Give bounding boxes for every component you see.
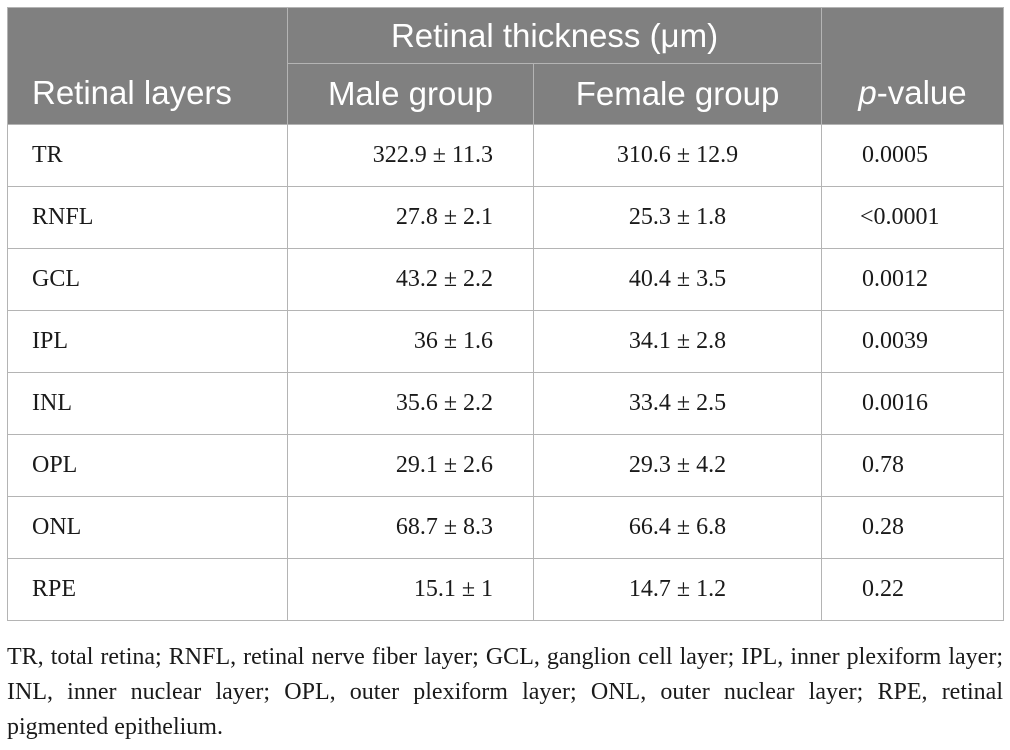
cell-layer: OPL bbox=[7, 434, 288, 497]
table-footnote: TR, total retina; RNFL, retinal nerve fi… bbox=[7, 644, 1003, 740]
cell-p-value: 0.28 bbox=[821, 496, 1005, 559]
header-retinal-layers: Retinal layers bbox=[7, 7, 288, 125]
cell-male: 29.1 ± 2.6 bbox=[287, 434, 534, 497]
cell-male: 36 ± 1.6 bbox=[287, 310, 534, 373]
table-row: GCL 43.2 ± 2.2 40.4 ± 3.5 0.0012 bbox=[7, 248, 1005, 311]
cell-male: 15.1 ± 1 bbox=[287, 558, 534, 621]
table-row: RNFL 27.8 ± 2.1 25.3 ± 1.8 <0.0001 bbox=[7, 186, 1005, 249]
table-row: IPL 36 ± 1.6 34.1 ± 2.8 0.0039 bbox=[7, 310, 1005, 373]
cell-female: 66.4 ± 6.8 bbox=[532, 496, 823, 559]
retinal-thickness-table-container: Retinal layers Retinal thickness (μm) p-… bbox=[7, 7, 1005, 621]
cell-p-value: 0.0039 bbox=[821, 310, 1005, 373]
cell-female: 25.3 ± 1.8 bbox=[532, 186, 823, 249]
cell-female: 310.6 ± 12.9 bbox=[532, 124, 823, 187]
cell-male: 68.7 ± 8.3 bbox=[287, 496, 534, 559]
cell-layer: GCL bbox=[7, 248, 288, 311]
table-row: OPL 29.1 ± 2.6 29.3 ± 4.2 0.78 bbox=[7, 434, 1005, 497]
cell-layer: IPL bbox=[7, 310, 288, 373]
cell-female: 34.1 ± 2.8 bbox=[532, 310, 823, 373]
cell-male: 43.2 ± 2.2 bbox=[287, 248, 534, 311]
header-female-group: Female group bbox=[532, 63, 823, 125]
cell-layer: ONL bbox=[7, 496, 288, 559]
table-row: RPE 15.1 ± 1 14.7 ± 1.2 0.22 bbox=[7, 558, 1005, 621]
cell-layer: RPE bbox=[7, 558, 288, 621]
cell-male: 35.6 ± 2.2 bbox=[287, 372, 534, 435]
header-p-italic: p bbox=[858, 74, 877, 111]
table-row: TR 322.9 ± 11.3 310.6 ± 12.9 0.0005 bbox=[7, 124, 1005, 187]
cell-p-value: 0.0012 bbox=[821, 248, 1005, 311]
cell-p-value: 0.78 bbox=[821, 434, 1005, 497]
header-p-rest: -value bbox=[876, 74, 967, 111]
header-retinal-thickness: Retinal thickness (μm) bbox=[286, 7, 823, 64]
cell-male: 322.9 ± 11.3 bbox=[287, 124, 534, 187]
cell-layer: RNFL bbox=[7, 186, 288, 249]
cell-female: 14.7 ± 1.2 bbox=[532, 558, 823, 621]
header-p-value: p-value bbox=[821, 7, 1005, 125]
cell-female: 40.4 ± 3.5 bbox=[532, 248, 823, 311]
header-male-group: Male group bbox=[287, 63, 534, 125]
cell-p-value: 0.0016 bbox=[821, 372, 1005, 435]
table-body: TR 322.9 ± 11.3 310.6 ± 12.9 0.0005 RNFL… bbox=[7, 124, 1005, 621]
cell-female: 29.3 ± 4.2 bbox=[532, 434, 823, 497]
cell-p-value: 0.22 bbox=[821, 558, 1005, 621]
cell-p-value: <0.0001 bbox=[821, 186, 1005, 249]
table-row: ONL 68.7 ± 8.3 66.4 ± 6.8 0.28 bbox=[7, 496, 1005, 559]
cell-male: 27.8 ± 2.1 bbox=[287, 186, 534, 249]
cell-female: 33.4 ± 2.5 bbox=[532, 372, 823, 435]
cell-layer: TR bbox=[7, 124, 288, 187]
table-header: Retinal layers Retinal thickness (μm) p-… bbox=[7, 7, 1005, 125]
cell-layer: INL bbox=[7, 372, 288, 435]
cell-p-value: 0.0005 bbox=[821, 124, 1005, 187]
retinal-thickness-table: Retinal layers Retinal thickness (μm) p-… bbox=[7, 7, 1005, 621]
table-row: INL 35.6 ± 2.2 33.4 ± 2.5 0.0016 bbox=[7, 372, 1005, 435]
